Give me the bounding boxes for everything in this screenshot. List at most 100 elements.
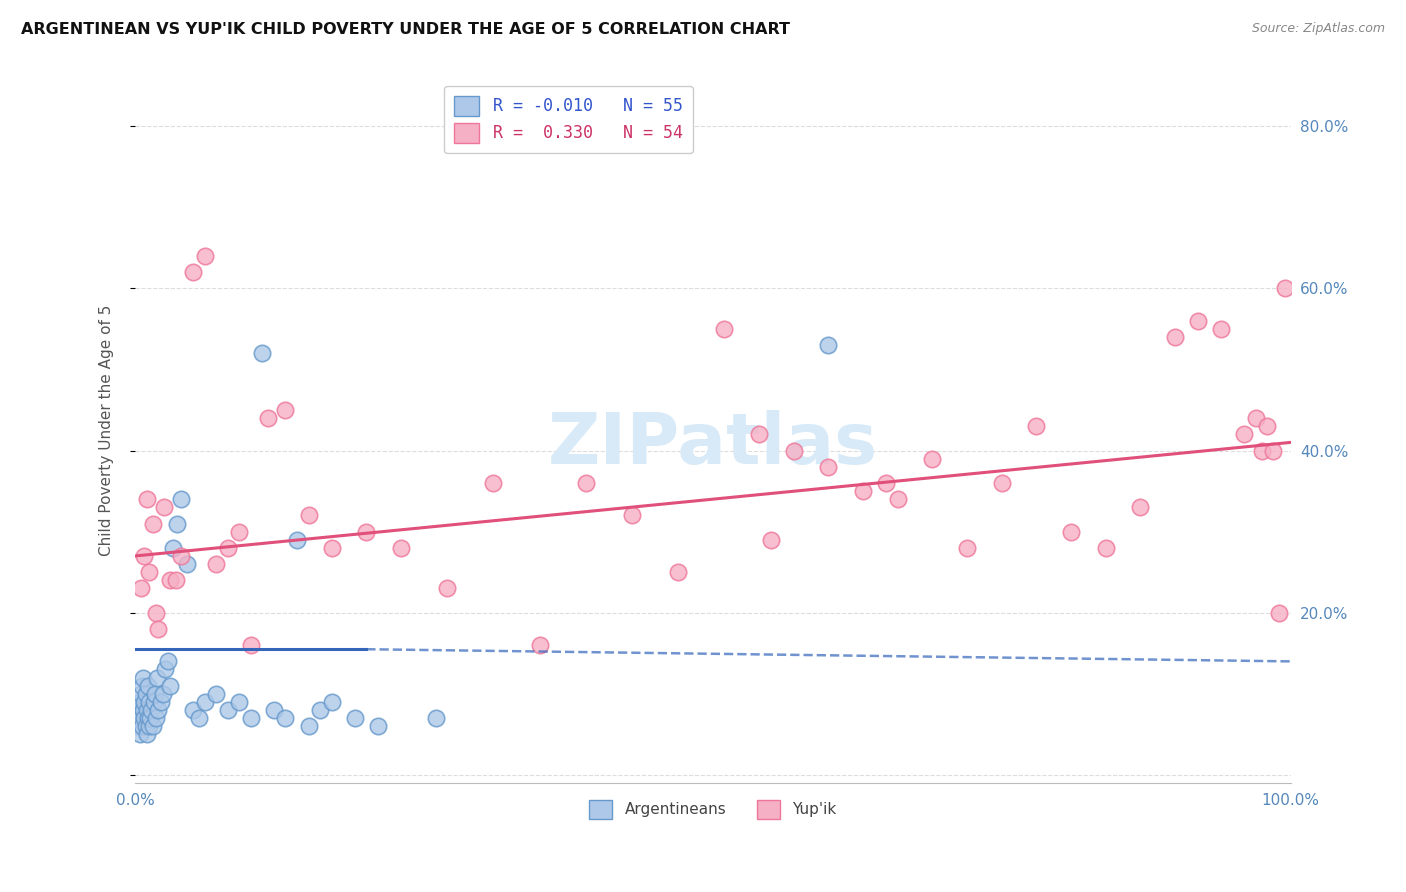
Point xyxy=(817,338,839,352)
Point xyxy=(176,557,198,571)
Point xyxy=(759,533,782,547)
Point xyxy=(436,582,458,596)
Point xyxy=(141,703,163,717)
Point xyxy=(1263,443,1285,458)
Point xyxy=(1129,500,1152,515)
Point xyxy=(1060,524,1083,539)
Point xyxy=(228,695,250,709)
Point xyxy=(875,475,897,490)
Point xyxy=(138,719,160,733)
Point xyxy=(152,687,174,701)
Point xyxy=(257,411,280,425)
Point xyxy=(155,663,177,677)
Point xyxy=(138,695,160,709)
Point xyxy=(1211,322,1233,336)
Point xyxy=(321,695,343,709)
Point xyxy=(148,622,170,636)
Point xyxy=(131,679,153,693)
Point xyxy=(146,671,169,685)
Point xyxy=(205,557,228,571)
Point xyxy=(132,703,155,717)
Point xyxy=(159,574,181,588)
Point xyxy=(666,565,689,579)
Point xyxy=(127,719,149,733)
Point xyxy=(285,533,308,547)
Point xyxy=(1164,330,1187,344)
Point xyxy=(425,711,447,725)
Point xyxy=(205,687,228,701)
Point xyxy=(228,524,250,539)
Point xyxy=(389,541,412,555)
Point xyxy=(1250,443,1272,458)
Point xyxy=(165,574,187,588)
Legend: Argentineans, Yup'ik: Argentineans, Yup'ik xyxy=(583,794,842,825)
Point xyxy=(887,492,910,507)
Point xyxy=(367,719,389,733)
Point xyxy=(136,679,159,693)
Point xyxy=(135,492,157,507)
Text: ARGENTINEAN VS YUP'IK CHILD POVERTY UNDER THE AGE OF 5 CORRELATION CHART: ARGENTINEAN VS YUP'IK CHILD POVERTY UNDE… xyxy=(21,22,790,37)
Point xyxy=(356,524,378,539)
Point xyxy=(482,475,505,490)
Point xyxy=(143,687,166,701)
Point xyxy=(748,427,770,442)
Point xyxy=(138,565,160,579)
Point xyxy=(1244,411,1267,425)
Point xyxy=(621,508,644,523)
Point xyxy=(145,711,167,725)
Point xyxy=(217,703,239,717)
Point xyxy=(239,711,262,725)
Point xyxy=(343,711,366,725)
Point xyxy=(817,459,839,474)
Point xyxy=(181,703,204,717)
Point xyxy=(134,695,156,709)
Point xyxy=(1268,606,1291,620)
Point xyxy=(129,687,152,701)
Point xyxy=(1233,427,1256,442)
Point xyxy=(153,500,176,515)
Point xyxy=(529,638,551,652)
Point xyxy=(134,549,156,563)
Point xyxy=(128,695,150,709)
Point xyxy=(128,727,150,741)
Point xyxy=(297,508,319,523)
Point xyxy=(783,443,806,458)
Point xyxy=(149,695,172,709)
Point xyxy=(1025,419,1047,434)
Point xyxy=(252,346,274,360)
Point xyxy=(135,703,157,717)
Y-axis label: Child Poverty Under the Age of 5: Child Poverty Under the Age of 5 xyxy=(100,304,114,556)
Point xyxy=(990,475,1012,490)
Point xyxy=(139,711,162,725)
Point xyxy=(132,671,155,685)
Point xyxy=(263,703,285,717)
Point xyxy=(141,516,163,531)
Point xyxy=(129,711,152,725)
Point xyxy=(166,516,188,531)
Point xyxy=(852,484,875,499)
Point xyxy=(141,719,163,733)
Point xyxy=(129,582,152,596)
Point xyxy=(297,719,319,733)
Point xyxy=(170,549,193,563)
Text: ZIPatlas: ZIPatlas xyxy=(548,409,877,479)
Point xyxy=(148,703,170,717)
Point xyxy=(135,687,157,701)
Point xyxy=(193,695,215,709)
Point xyxy=(921,451,943,466)
Point xyxy=(239,638,262,652)
Point xyxy=(187,711,209,725)
Point xyxy=(142,695,165,709)
Point xyxy=(1187,314,1209,328)
Point xyxy=(309,703,332,717)
Point xyxy=(1274,281,1296,295)
Point xyxy=(145,606,167,620)
Point xyxy=(131,719,153,733)
Point xyxy=(159,679,181,693)
Point xyxy=(136,711,159,725)
Point xyxy=(575,475,598,490)
Text: Source: ZipAtlas.com: Source: ZipAtlas.com xyxy=(1251,22,1385,36)
Point xyxy=(321,541,343,555)
Point xyxy=(713,322,735,336)
Point xyxy=(956,541,979,555)
